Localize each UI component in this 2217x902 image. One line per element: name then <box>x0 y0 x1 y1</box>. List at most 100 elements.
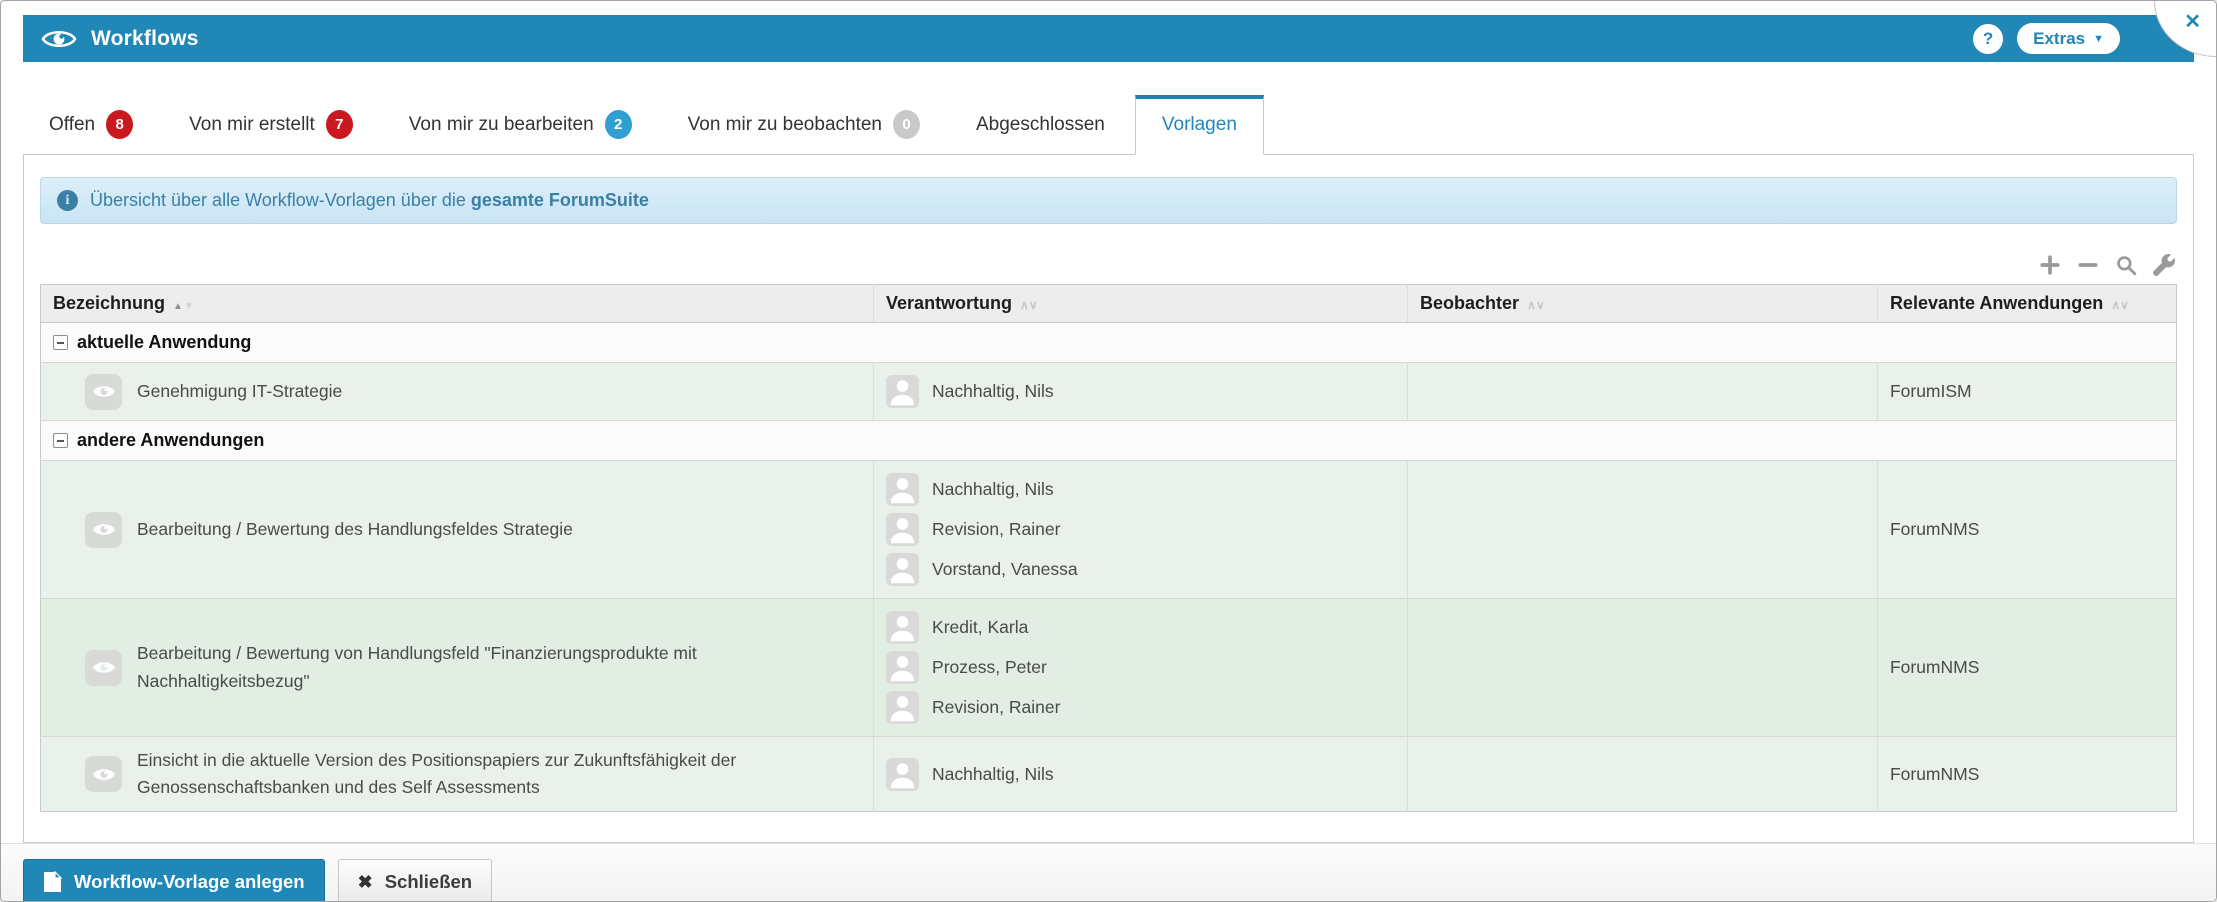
column-header-relevante-anwendungen[interactable]: Relevante Anwendungen ∧∨ <box>1877 284 2177 323</box>
view-workflow-button[interactable] <box>85 649 122 686</box>
banner-text-bold: gesamte ForumSuite <box>470 190 649 210</box>
table-row[interactable]: Einsicht in die aktuelle Version des Pos… <box>40 735 2177 812</box>
tab-badge: 2 <box>604 110 632 139</box>
row-title: Genehmigung IT-Strategie <box>137 380 343 401</box>
row-title: Bearbeitung / Bewertung von Handlungsfel… <box>137 643 697 691</box>
group-row-aktuelle-anwendung: aktuelle Anwendung <box>40 322 2177 363</box>
application-cell: ForumISM <box>1877 362 2177 421</box>
person-entry[interactable]: Nachhaltig, Nils <box>886 373 1395 410</box>
close-icon: ✕ <box>2184 11 2201 33</box>
tab-offen[interactable]: Offen 8 <box>23 95 159 154</box>
close-dialog-button[interactable]: ✖ Schließen <box>337 859 493 901</box>
person-icon <box>886 513 920 546</box>
extras-label: Extras <box>2033 28 2086 48</box>
person-icon <box>886 757 920 791</box>
eye-icon <box>92 524 115 535</box>
tab-label: Offen <box>49 113 96 135</box>
tab-label: Abgeschlossen <box>976 113 1105 135</box>
tab-label: Von mir zu bearbeiten <box>408 113 594 135</box>
help-button[interactable]: ? <box>1973 23 2004 54</box>
eye-icon <box>92 768 115 780</box>
tab-von-mir-zu-bearbeiten[interactable]: Von mir zu bearbeiten 2 <box>383 95 658 154</box>
eye-icon <box>92 386 115 397</box>
x-icon: ✖ <box>357 871 373 892</box>
person-entry[interactable]: Vorstand, Vanessa <box>886 551 1395 588</box>
tab-von-mir-zu-beobachten[interactable]: Von mir zu beobachten 0 <box>662 95 946 154</box>
observers-cell <box>1407 362 1878 421</box>
sort-icons[interactable]: ∧∨ <box>1527 298 1545 312</box>
titlebar: Workflows ? Extras ▼ <box>23 15 2194 62</box>
tab-von-mir-erstellt[interactable]: Von mir erstellt 7 <box>163 95 379 154</box>
sort-icons[interactable]: ∧∨ <box>2111 298 2129 312</box>
person-name: Nachhaltig, Nils <box>932 479 1054 499</box>
tab-vorlagen[interactable]: Vorlagen <box>1134 95 1264 155</box>
view-workflow-button[interactable] <box>85 373 122 410</box>
row-title: Einsicht in die aktuelle Version des Pos… <box>137 750 737 798</box>
observers-cell <box>1407 735 1878 812</box>
close-dialog-label: Schließen <box>384 871 473 893</box>
observers-cell <box>1407 598 1878 737</box>
table-row[interactable]: Bearbeitung / Bewertung von Handlungsfel… <box>40 598 2177 737</box>
group-label: aktuelle Anwendung <box>77 332 252 352</box>
person-entry[interactable]: Revision, Rainer <box>886 511 1395 548</box>
create-template-button[interactable]: Workflow-Vorlage anlegen <box>23 859 325 901</box>
person-entry[interactable]: Nachhaltig, Nils <box>886 471 1395 508</box>
observers-cell <box>1407 460 1878 599</box>
person-name: Vorstand, Vanessa <box>932 559 1078 579</box>
document-icon <box>44 871 62 893</box>
collapse-group-icon[interactable] <box>53 335 68 350</box>
person-name: Revision, Rainer <box>932 697 1061 717</box>
chevron-down-icon: ▼ <box>2093 32 2104 45</box>
person-icon <box>886 611 920 644</box>
person-entry[interactable]: Prozess, Peter <box>886 649 1395 686</box>
tab-abgeschlossen[interactable]: Abgeschlossen <box>950 95 1131 154</box>
person-icon <box>886 691 920 724</box>
header-row: Bezeichnung ▲▼ Verantwortung ∧∨ Beobachter… <box>40 284 2177 323</box>
column-header-bezeichnung[interactable]: Bezeichnung ▲▼ <box>40 284 875 323</box>
create-template-label: Workflow-Vorlage anlegen <box>74 871 305 893</box>
search-icon[interactable] <box>2115 254 2137 276</box>
workflows-eye-icon <box>41 30 77 47</box>
sort-icons[interactable]: ∧∨ <box>1020 298 1038 312</box>
person-name: Prozess, Peter <box>932 657 1047 677</box>
row-title: Bearbeitung / Bewertung des Handlungsfel… <box>137 518 573 539</box>
tab-label: Von mir zu beobachten <box>687 113 882 135</box>
application-cell: ForumNMS <box>1877 598 2177 737</box>
group-row-andere-anwendungen: andere Anwendungen <box>40 420 2177 461</box>
templates-table: Bezeichnung ▲▼ Verantwortung ∧∨ Beobachter… <box>40 284 2177 813</box>
table-row[interactable]: Genehmigung IT-Strategie Nachhaltig, Nil… <box>40 362 2177 421</box>
person-name: Revision, Rainer <box>932 519 1061 539</box>
table-row[interactable]: Bearbeitung / Bewertung des Handlungsfel… <box>40 460 2177 599</box>
column-header-verantwortung[interactable]: Verantwortung ∧∨ <box>873 284 1409 323</box>
tab-badge: 7 <box>325 110 353 139</box>
table-toolbar <box>40 254 2175 277</box>
view-workflow-button[interactable] <box>85 756 122 793</box>
sort-icons[interactable]: ▲▼ <box>173 301 195 312</box>
person-name: Nachhaltig, Nils <box>932 381 1054 401</box>
eye-icon <box>92 662 115 673</box>
person-entry[interactable]: Nachhaltig, Nils <box>886 756 1395 793</box>
wrench-icon[interactable] <box>2153 254 2175 277</box>
vorlagen-panel: i Übersicht über alle Workflow-Vorlagen … <box>23 155 2194 844</box>
page-title: Workflows <box>91 26 199 50</box>
person-entry[interactable]: Revision, Rainer <box>886 689 1395 726</box>
extras-button[interactable]: Extras ▼ <box>2017 23 2120 54</box>
application-cell: ForumNMS <box>1877 460 2177 599</box>
group-label: andere Anwendungen <box>77 430 265 450</box>
person-name: Kredit, Karla <box>932 617 1029 637</box>
sort-desc-icon: ▼ <box>183 301 195 312</box>
application-cell: ForumNMS <box>1877 735 2177 812</box>
info-icon: i <box>57 190 78 211</box>
plus-icon[interactable] <box>2039 254 2061 276</box>
person-name: Nachhaltig, Nils <box>932 763 1054 784</box>
tab-bar: Offen 8 Von mir erstellt 7 Von mir zu be… <box>23 95 2194 155</box>
column-header-beobachter[interactable]: Beobachter ∧∨ <box>1407 284 1878 323</box>
minus-icon[interactable] <box>2077 254 2099 276</box>
collapse-group-icon[interactable] <box>53 433 68 448</box>
banner-text: Übersicht über alle Workflow-Vorlagen üb… <box>90 190 649 210</box>
person-entry[interactable]: Kredit, Karla <box>886 609 1395 646</box>
person-icon <box>886 651 920 684</box>
view-workflow-button[interactable] <box>85 511 122 548</box>
sort-asc-icon: ▲ <box>173 301 184 312</box>
